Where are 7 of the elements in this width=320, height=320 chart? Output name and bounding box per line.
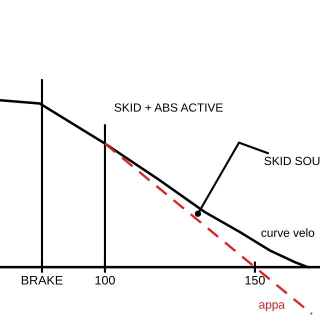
annotation: SKID SOU [264, 156, 320, 166]
x-tick-label: 100 [95, 276, 115, 285]
x-tick-label: BRAKE [22, 276, 63, 285]
series-label: appa [259, 302, 285, 312]
ref-line-label: SKID + ABS ACTIVE [114, 103, 223, 112]
series-label: curve velo [261, 228, 314, 237]
x-tick-label: 150 [245, 276, 265, 285]
